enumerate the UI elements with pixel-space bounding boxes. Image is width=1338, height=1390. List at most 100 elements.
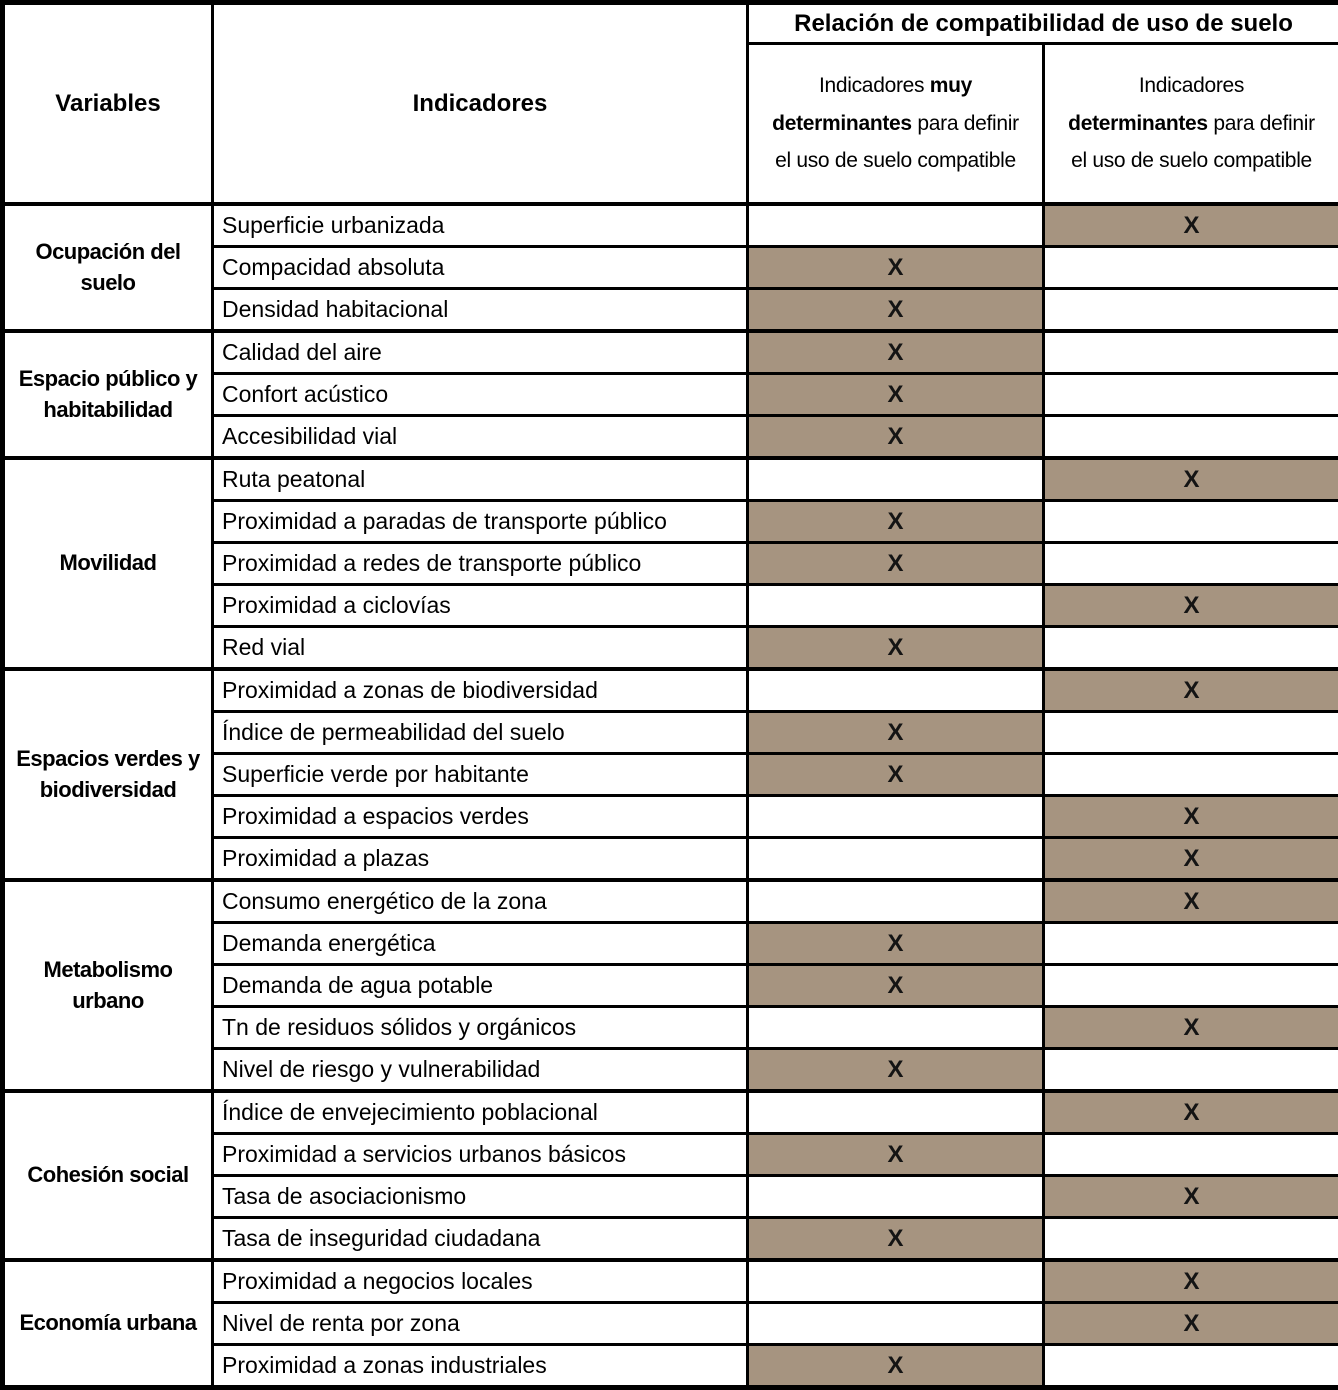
- mark-muy-cell: X: [748, 712, 1044, 754]
- indicator-cell: Ruta peatonal: [213, 458, 748, 501]
- mark-muy-cell: X: [748, 1345, 1044, 1388]
- mark-det-cell: X: [1044, 1303, 1338, 1345]
- muy-determinantes-column-header: Indicadores muy determinantes para defin…: [748, 44, 1044, 205]
- mark-muy-cell: X: [748, 416, 1044, 459]
- empty-muy-cell: [748, 796, 1044, 838]
- indicator-cell: Proximidad a plazas: [213, 838, 748, 881]
- empty-det-cell: [1044, 627, 1338, 670]
- indicator-cell: Confort acústico: [213, 374, 748, 416]
- mark-muy-cell: X: [748, 1134, 1044, 1176]
- indicator-cell: Red vial: [213, 627, 748, 670]
- mark-det-cell: X: [1044, 880, 1338, 923]
- indicator-cell: Compacidad absoluta: [213, 247, 748, 289]
- mark-muy-cell: X: [748, 965, 1044, 1007]
- empty-det-cell: [1044, 247, 1338, 289]
- empty-det-cell: [1044, 501, 1338, 543]
- det-header-prefix: Indicadores: [1139, 74, 1244, 97]
- mark-det-cell: X: [1044, 838, 1338, 881]
- variable-cell: Economía urbana: [3, 1260, 213, 1388]
- mark-det-cell: X: [1044, 458, 1338, 501]
- muy-header-prefix: Indicadores: [819, 74, 930, 97]
- empty-det-cell: [1044, 1345, 1338, 1388]
- empty-muy-cell: [748, 880, 1044, 923]
- empty-det-cell: [1044, 712, 1338, 754]
- empty-muy-cell: [748, 1091, 1044, 1134]
- indicator-cell: Proximidad a redes de transporte público: [213, 543, 748, 585]
- empty-det-cell: [1044, 416, 1338, 459]
- empty-det-cell: [1044, 289, 1338, 332]
- empty-det-cell: [1044, 331, 1338, 374]
- indicator-cell: Consumo energético de la zona: [213, 880, 748, 923]
- variable-cell: Espacio público y habitabilidad: [3, 331, 213, 458]
- empty-muy-cell: [748, 838, 1044, 881]
- mark-muy-cell: X: [748, 1218, 1044, 1261]
- mark-muy-cell: X: [748, 289, 1044, 332]
- indicator-cell: Tn de residuos sólidos y orgánicos: [213, 1007, 748, 1049]
- indicator-cell: Tasa de inseguridad ciudadana: [213, 1218, 748, 1261]
- mark-det-cell: X: [1044, 585, 1338, 627]
- mark-det-cell: X: [1044, 1091, 1338, 1134]
- empty-det-cell: [1044, 923, 1338, 965]
- empty-det-cell: [1044, 374, 1338, 416]
- empty-det-cell: [1044, 754, 1338, 796]
- empty-det-cell: [1044, 965, 1338, 1007]
- indicator-cell: Tasa de asociacionismo: [213, 1176, 748, 1218]
- mark-muy-cell: X: [748, 627, 1044, 670]
- indicator-cell: Proximidad a paradas de transporte públi…: [213, 501, 748, 543]
- indicator-cell: Proximidad a negocios locales: [213, 1260, 748, 1303]
- indicator-cell: Superficie verde por habitante: [213, 754, 748, 796]
- mark-muy-cell: X: [748, 331, 1044, 374]
- mark-det-cell: X: [1044, 796, 1338, 838]
- empty-det-cell: [1044, 1049, 1338, 1092]
- empty-muy-cell: [748, 585, 1044, 627]
- mark-muy-cell: X: [748, 754, 1044, 796]
- header-row-top: Variables Indicadores Relación de compat…: [3, 3, 1338, 44]
- indicator-cell: Nivel de riesgo y vulnerabilidad: [213, 1049, 748, 1092]
- indicator-cell: Proximidad a ciclovías: [213, 585, 748, 627]
- mark-muy-cell: X: [748, 923, 1044, 965]
- empty-muy-cell: [748, 1176, 1044, 1218]
- empty-muy-cell: [748, 204, 1044, 247]
- indicator-cell: Demanda de agua potable: [213, 965, 748, 1007]
- empty-muy-cell: [748, 458, 1044, 501]
- empty-muy-cell: [748, 1260, 1044, 1303]
- compatibility-title: Relación de compatibilidad de uso de sue…: [748, 3, 1338, 44]
- variable-cell: Metabolismo urbano: [3, 880, 213, 1091]
- indicator-cell: Proximidad a zonas industriales: [213, 1345, 748, 1388]
- mark-muy-cell: X: [748, 247, 1044, 289]
- indicator-cell: Demanda energética: [213, 923, 748, 965]
- mark-det-cell: X: [1044, 669, 1338, 712]
- indicator-cell: Calidad del aire: [213, 331, 748, 374]
- empty-det-cell: [1044, 1134, 1338, 1176]
- indicator-cell: Proximidad a servicios urbanos básicos: [213, 1134, 748, 1176]
- indicator-cell: Superficie urbanizada: [213, 204, 748, 247]
- table-header: Variables Indicadores Relación de compat…: [3, 3, 1338, 205]
- variable-cell: Cohesión social: [3, 1091, 213, 1260]
- mark-muy-cell: X: [748, 374, 1044, 416]
- mark-det-cell: X: [1044, 204, 1338, 247]
- empty-muy-cell: [748, 1303, 1044, 1345]
- indicator-cell: Nivel de renta por zona: [213, 1303, 748, 1345]
- mark-muy-cell: X: [748, 1049, 1044, 1092]
- variable-cell: Ocupación del suelo: [3, 204, 213, 331]
- empty-det-cell: [1044, 543, 1338, 585]
- indicator-cell: Índice de envejecimiento poblacional: [213, 1091, 748, 1134]
- mark-det-cell: X: [1044, 1007, 1338, 1049]
- mark-muy-cell: X: [748, 543, 1044, 585]
- variable-cell: Movilidad: [3, 458, 213, 669]
- determinantes-column-header: Indicadores determinantes para definir e…: [1044, 44, 1338, 205]
- variable-cell: Espacios verdes y biodiversidad: [3, 669, 213, 880]
- indicator-cell: Proximidad a espacios verdes: [213, 796, 748, 838]
- mark-det-cell: X: [1044, 1176, 1338, 1218]
- indicator-cell: Densidad habitacional: [213, 289, 748, 332]
- indicadores-column-header: Indicadores: [213, 3, 748, 205]
